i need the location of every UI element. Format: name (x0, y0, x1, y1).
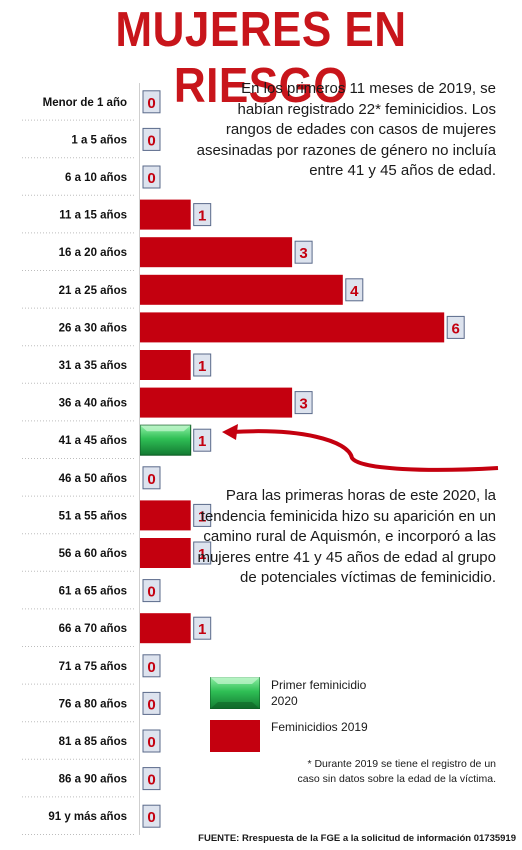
legend-label-2020: Primer feminicidio 2020 (271, 678, 367, 708)
value-label: 0 (147, 734, 155, 751)
value-label-box (193, 353, 212, 377)
category-label: 6 a 10 años (65, 172, 127, 184)
category-label: 31 a 35 años (59, 360, 127, 372)
value-label: 0 (147, 772, 155, 789)
bar-2020-bevel (140, 425, 191, 432)
category-label: 91 y más años (48, 811, 127, 823)
bar-2019 (140, 538, 191, 568)
value-label: 0 (147, 696, 155, 713)
value-label-box (193, 428, 212, 452)
value-label-box (142, 127, 161, 151)
category-label: 26 a 30 años (59, 322, 127, 334)
value-label: 0 (147, 170, 155, 187)
value-label-box (446, 315, 465, 339)
category-label: 81 a 85 años (59, 736, 127, 748)
value-label-box (193, 203, 212, 227)
value-label-box (294, 240, 313, 264)
category-label: 51 a 55 años (59, 510, 127, 522)
callout-arrow (231, 429, 499, 472)
category-label: 66 a 70 años (59, 623, 127, 635)
category-label: 11 a 15 años (59, 210, 127, 222)
bar-2019 (140, 312, 445, 343)
legend-label-2019: Feminicidios 2019 (271, 720, 368, 734)
value-label: 1 (198, 208, 206, 225)
value-label: 1 (198, 358, 206, 375)
category-label: 86 a 90 años (59, 774, 127, 786)
intro-paragraph: En los primeros 11 meses de 2019, se hab… (196, 80, 496, 179)
value-label: 0 (147, 809, 155, 826)
value-label: 0 (147, 95, 155, 112)
bar-2019 (140, 500, 191, 531)
legend-swatch-2020 (210, 677, 260, 709)
value-label-box (142, 729, 161, 753)
category-label: 61 a 65 años (59, 586, 127, 598)
value-label: 0 (147, 471, 155, 488)
value-label: 6 (452, 320, 460, 337)
value-label: 0 (147, 132, 155, 149)
callout-paragraph: Para las primeras horas de este 2020, la… (197, 487, 496, 586)
value-label: 1 (198, 433, 206, 450)
category-label: 46 a 50 años (59, 473, 127, 485)
value-label: 3 (299, 245, 307, 262)
value-label-box (142, 165, 161, 189)
footnote: * Durante 2019 se tiene el registro de u… (297, 758, 496, 785)
category-label: 21 a 25 años (59, 285, 127, 297)
value-label: 3 (299, 396, 307, 413)
source-note: FUENTE: Rrespuesta de la FGE a la solici… (198, 833, 516, 844)
value-label-box (345, 278, 364, 302)
value-label-box (142, 466, 161, 490)
bar-2019 (140, 613, 191, 644)
value-label-box (142, 579, 161, 603)
category-label: Menor de 1 año (43, 97, 127, 109)
value-label-box (193, 541, 212, 565)
category-label: 76 a 80 años (59, 698, 127, 710)
bar-2019 (140, 350, 191, 380)
value-label-box (142, 691, 161, 715)
bar-2019 (140, 199, 191, 230)
page-title: MUJERES EN RIESGO (115, 3, 407, 113)
value-label: 0 (147, 584, 155, 601)
category-label: 1 a 5 años (71, 134, 127, 146)
value-label-box (142, 90, 161, 114)
bar-2019 (140, 237, 293, 268)
value-label: 1 (198, 546, 206, 563)
value-label-box (142, 767, 161, 791)
legend-swatch-2019 (210, 720, 260, 752)
category-label: 56 a 60 años (59, 548, 127, 560)
category-label: 36 a 40 años (59, 398, 127, 410)
value-label: 1 (198, 621, 206, 638)
value-label-box (294, 391, 313, 415)
bar-2019 (140, 274, 343, 305)
value-label: 1 (198, 508, 206, 525)
value-label-box (193, 503, 212, 527)
bar-2019 (140, 387, 293, 418)
value-label: 4 (350, 283, 359, 300)
value-label-box (142, 804, 161, 828)
callout-arrowhead (222, 424, 238, 440)
value-label-box (193, 616, 212, 640)
value-label: 0 (147, 659, 155, 676)
category-label: 16 a 20 años (59, 247, 127, 259)
category-label: 41 a 45 años (59, 435, 127, 447)
category-label: 71 a 75 años (59, 661, 127, 673)
value-label-box (142, 654, 161, 678)
